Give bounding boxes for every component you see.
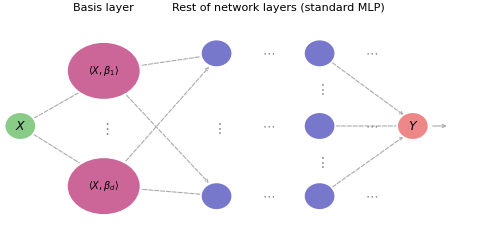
Text: $\cdots$: $\cdots$ <box>262 190 275 203</box>
Ellipse shape <box>201 182 232 210</box>
Ellipse shape <box>397 112 429 140</box>
Text: $\cdots$: $\cdots$ <box>365 119 378 133</box>
Text: $\cdots$: $\cdots$ <box>365 47 378 60</box>
Text: $\vdots$: $\vdots$ <box>212 121 221 136</box>
Text: $\vdots$: $\vdots$ <box>315 155 324 170</box>
Text: $\cdots$: $\cdots$ <box>262 47 275 60</box>
Text: $\cdots$: $\cdots$ <box>365 190 378 203</box>
Ellipse shape <box>67 42 141 100</box>
Text: $\langle X,\beta_d\rangle$: $\langle X,\beta_d\rangle$ <box>88 179 120 193</box>
Ellipse shape <box>304 112 335 140</box>
Ellipse shape <box>4 112 36 140</box>
Text: Basis layer: Basis layer <box>73 3 134 13</box>
Ellipse shape <box>201 40 232 67</box>
Text: $Y$: $Y$ <box>407 119 418 133</box>
Ellipse shape <box>304 40 335 67</box>
Text: $\langle X,\beta_1\rangle$: $\langle X,\beta_1\rangle$ <box>88 64 120 78</box>
Text: Rest of network layers (standard MLP): Rest of network layers (standard MLP) <box>172 3 384 13</box>
Text: $\vdots$: $\vdots$ <box>315 82 324 97</box>
Ellipse shape <box>304 182 335 210</box>
Text: $\vdots$: $\vdots$ <box>98 120 109 137</box>
Text: $X$: $X$ <box>15 119 26 133</box>
Ellipse shape <box>67 157 141 215</box>
Text: $\cdots$: $\cdots$ <box>262 119 275 133</box>
